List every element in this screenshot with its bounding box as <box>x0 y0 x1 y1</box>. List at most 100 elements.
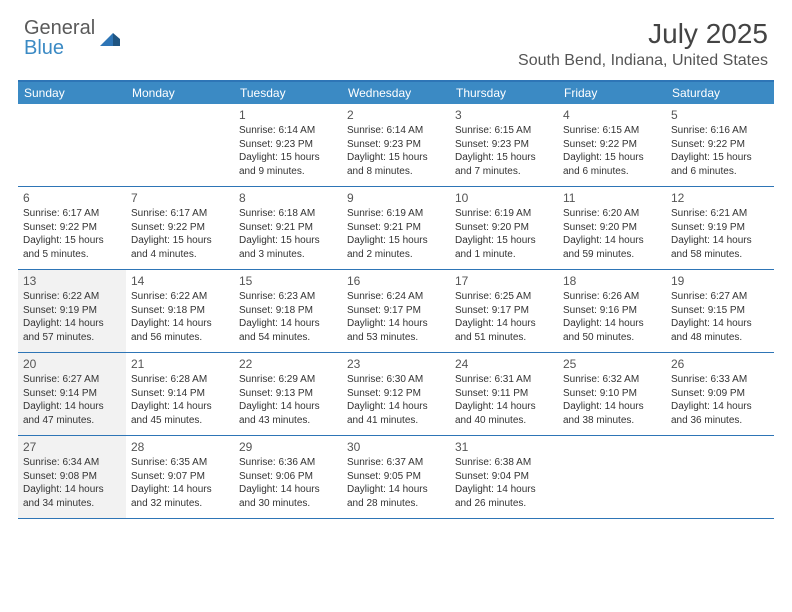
sunset-text: Sunset: 9:19 PM <box>671 221 769 235</box>
sunset-text: Sunset: 9:22 PM <box>131 221 229 235</box>
day-cell: 3Sunrise: 6:15 AMSunset: 9:23 PMDaylight… <box>450 104 558 186</box>
day-cell: 4Sunrise: 6:15 AMSunset: 9:22 PMDaylight… <box>558 104 666 186</box>
daylight-text: Daylight: 15 hours and 1 minute. <box>455 234 553 261</box>
sunset-text: Sunset: 9:04 PM <box>455 470 553 484</box>
daylight-text: Daylight: 15 hours and 5 minutes. <box>23 234 121 261</box>
sunset-text: Sunset: 9:20 PM <box>455 221 553 235</box>
day-cell: 23Sunrise: 6:30 AMSunset: 9:12 PMDayligh… <box>342 353 450 435</box>
day-cell: 28Sunrise: 6:35 AMSunset: 9:07 PMDayligh… <box>126 436 234 518</box>
day-number: 8 <box>239 190 337 206</box>
day-cell: 31Sunrise: 6:38 AMSunset: 9:04 PMDayligh… <box>450 436 558 518</box>
sunset-text: Sunset: 9:05 PM <box>347 470 445 484</box>
sunset-text: Sunset: 9:07 PM <box>131 470 229 484</box>
daylight-text: Daylight: 14 hours and 48 minutes. <box>671 317 769 344</box>
week-row: 27Sunrise: 6:34 AMSunset: 9:08 PMDayligh… <box>18 436 774 519</box>
sunrise-text: Sunrise: 6:24 AM <box>347 290 445 304</box>
sunset-text: Sunset: 9:12 PM <box>347 387 445 401</box>
sunset-text: Sunset: 9:18 PM <box>131 304 229 318</box>
day-number: 11 <box>563 190 661 206</box>
day-cell: 26Sunrise: 6:33 AMSunset: 9:09 PMDayligh… <box>666 353 774 435</box>
sunset-text: Sunset: 9:14 PM <box>131 387 229 401</box>
day-cell: 19Sunrise: 6:27 AMSunset: 9:15 PMDayligh… <box>666 270 774 352</box>
sunrise-text: Sunrise: 6:15 AM <box>563 124 661 138</box>
day-header: Friday <box>558 82 666 104</box>
sunrise-text: Sunrise: 6:15 AM <box>455 124 553 138</box>
sunrise-text: Sunrise: 6:23 AM <box>239 290 337 304</box>
daylight-text: Daylight: 14 hours and 59 minutes. <box>563 234 661 261</box>
sunset-text: Sunset: 9:11 PM <box>455 387 553 401</box>
sunset-text: Sunset: 9:17 PM <box>347 304 445 318</box>
day-header: Sunday <box>18 82 126 104</box>
daylight-text: Daylight: 14 hours and 41 minutes. <box>347 400 445 427</box>
day-number: 14 <box>131 273 229 289</box>
day-number: 13 <box>23 273 121 289</box>
day-number: 12 <box>671 190 769 206</box>
day-number: 31 <box>455 439 553 455</box>
daylight-text: Daylight: 15 hours and 7 minutes. <box>455 151 553 178</box>
day-number: 24 <box>455 356 553 372</box>
daylight-text: Daylight: 14 hours and 57 minutes. <box>23 317 121 344</box>
daylight-text: Daylight: 15 hours and 9 minutes. <box>239 151 337 178</box>
daylight-text: Daylight: 14 hours and 38 minutes. <box>563 400 661 427</box>
sunset-text: Sunset: 9:09 PM <box>671 387 769 401</box>
daylight-text: Daylight: 14 hours and 34 minutes. <box>23 483 121 510</box>
sunrise-text: Sunrise: 6:22 AM <box>131 290 229 304</box>
day-cell: 6Sunrise: 6:17 AMSunset: 9:22 PMDaylight… <box>18 187 126 269</box>
day-header: Monday <box>126 82 234 104</box>
sunset-text: Sunset: 9:14 PM <box>23 387 121 401</box>
day-number: 17 <box>455 273 553 289</box>
day-cell: 12Sunrise: 6:21 AMSunset: 9:19 PMDayligh… <box>666 187 774 269</box>
sunrise-text: Sunrise: 6:19 AM <box>455 207 553 221</box>
week-row: 6Sunrise: 6:17 AMSunset: 9:22 PMDaylight… <box>18 187 774 270</box>
day-cell: 14Sunrise: 6:22 AMSunset: 9:18 PMDayligh… <box>126 270 234 352</box>
sunrise-text: Sunrise: 6:18 AM <box>239 207 337 221</box>
day-header-row: SundayMondayTuesdayWednesdayThursdayFrid… <box>18 82 774 104</box>
day-number: 21 <box>131 356 229 372</box>
day-cell: 1Sunrise: 6:14 AMSunset: 9:23 PMDaylight… <box>234 104 342 186</box>
sunset-text: Sunset: 9:18 PM <box>239 304 337 318</box>
day-number: 28 <box>131 439 229 455</box>
day-number: 29 <box>239 439 337 455</box>
day-number: 23 <box>347 356 445 372</box>
sunrise-text: Sunrise: 6:14 AM <box>347 124 445 138</box>
sunrise-text: Sunrise: 6:38 AM <box>455 456 553 470</box>
sunrise-text: Sunrise: 6:26 AM <box>563 290 661 304</box>
day-number: 19 <box>671 273 769 289</box>
day-number: 25 <box>563 356 661 372</box>
sunrise-text: Sunrise: 6:36 AM <box>239 456 337 470</box>
daylight-text: Daylight: 14 hours and 58 minutes. <box>671 234 769 261</box>
day-cell <box>126 104 234 186</box>
day-number: 6 <box>23 190 121 206</box>
sunset-text: Sunset: 9:17 PM <box>455 304 553 318</box>
day-number: 15 <box>239 273 337 289</box>
day-cell: 10Sunrise: 6:19 AMSunset: 9:20 PMDayligh… <box>450 187 558 269</box>
sunrise-text: Sunrise: 6:29 AM <box>239 373 337 387</box>
day-number: 27 <box>23 439 121 455</box>
sunset-text: Sunset: 9:16 PM <box>563 304 661 318</box>
sunrise-text: Sunrise: 6:35 AM <box>131 456 229 470</box>
daylight-text: Daylight: 14 hours and 26 minutes. <box>455 483 553 510</box>
logo-mark-icon <box>99 29 121 47</box>
day-number: 18 <box>563 273 661 289</box>
sunrise-text: Sunrise: 6:16 AM <box>671 124 769 138</box>
sunrise-text: Sunrise: 6:21 AM <box>671 207 769 221</box>
daylight-text: Daylight: 15 hours and 3 minutes. <box>239 234 337 261</box>
sunrise-text: Sunrise: 6:14 AM <box>239 124 337 138</box>
sunset-text: Sunset: 9:08 PM <box>23 470 121 484</box>
day-number: 20 <box>23 356 121 372</box>
day-number: 22 <box>239 356 337 372</box>
sunrise-text: Sunrise: 6:20 AM <box>563 207 661 221</box>
day-number: 2 <box>347 107 445 123</box>
daylight-text: Daylight: 14 hours and 30 minutes. <box>239 483 337 510</box>
logo-text-blue: Blue <box>24 37 64 59</box>
daylight-text: Daylight: 14 hours and 47 minutes. <box>23 400 121 427</box>
day-cell: 13Sunrise: 6:22 AMSunset: 9:19 PMDayligh… <box>18 270 126 352</box>
sunset-text: Sunset: 9:19 PM <box>23 304 121 318</box>
title-block: July 2025 South Bend, Indiana, United St… <box>518 18 768 70</box>
sunrise-text: Sunrise: 6:27 AM <box>23 373 121 387</box>
day-number: 30 <box>347 439 445 455</box>
day-cell <box>666 436 774 518</box>
day-cell: 25Sunrise: 6:32 AMSunset: 9:10 PMDayligh… <box>558 353 666 435</box>
day-number: 9 <box>347 190 445 206</box>
day-number: 3 <box>455 107 553 123</box>
